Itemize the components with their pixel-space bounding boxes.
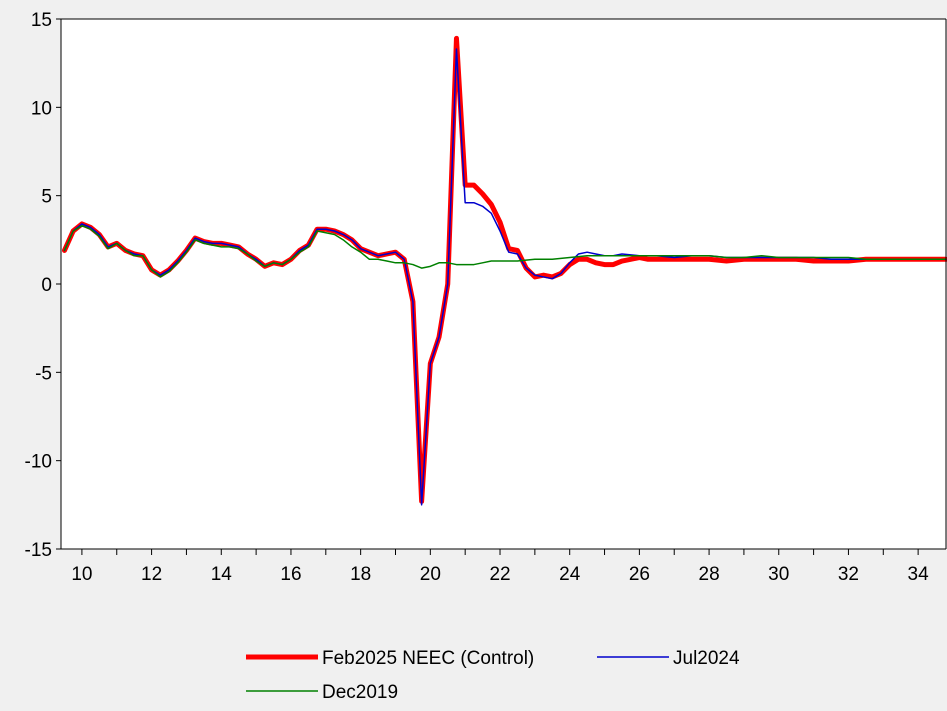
- legend-label-1: Feb2025 NEEC (Control): [322, 648, 534, 669]
- x-tick-label: 34: [908, 564, 930, 585]
- x-tick-label: 18: [350, 564, 371, 585]
- y-tick-label: 10: [31, 98, 52, 119]
- axis-layer: 15 10 5 0 -5 -10 -15 10 12 14 16 18 20 22 24 26 28 30 32 34: [25, 10, 947, 585]
- y-tick-label: 0: [41, 275, 52, 296]
- legend: Feb2025 NEEC (Control) Jul2024 Dec2019: [246, 648, 740, 703]
- x-tick-label: 20: [420, 564, 441, 585]
- x-tick-label: 24: [559, 564, 581, 585]
- x-tick-label: 14: [211, 564, 233, 585]
- plot-area: [61, 19, 946, 549]
- series-line-3: [63, 224, 947, 278]
- y-tick-label: -5: [35, 363, 52, 384]
- series-layer: [61, 35, 947, 506]
- x-tick-label: 28: [699, 564, 720, 585]
- x-tick-label: 16: [280, 564, 301, 585]
- x-tick-label: 30: [768, 564, 789, 585]
- x-tick-label: 26: [629, 564, 650, 585]
- x-tick-label: 32: [838, 564, 859, 585]
- legend-label-2: Jul2024: [673, 648, 740, 669]
- y-tick-label: 5: [41, 187, 52, 208]
- y-tick-label: -15: [25, 540, 52, 561]
- x-tick-label: 10: [71, 564, 92, 585]
- legend-label-3: Dec2019: [322, 682, 398, 703]
- y-tick-label: -10: [25, 452, 52, 473]
- x-tick-label: 22: [489, 564, 510, 585]
- y-tick-label: 15: [31, 10, 52, 31]
- x-tick-label: 12: [141, 564, 162, 585]
